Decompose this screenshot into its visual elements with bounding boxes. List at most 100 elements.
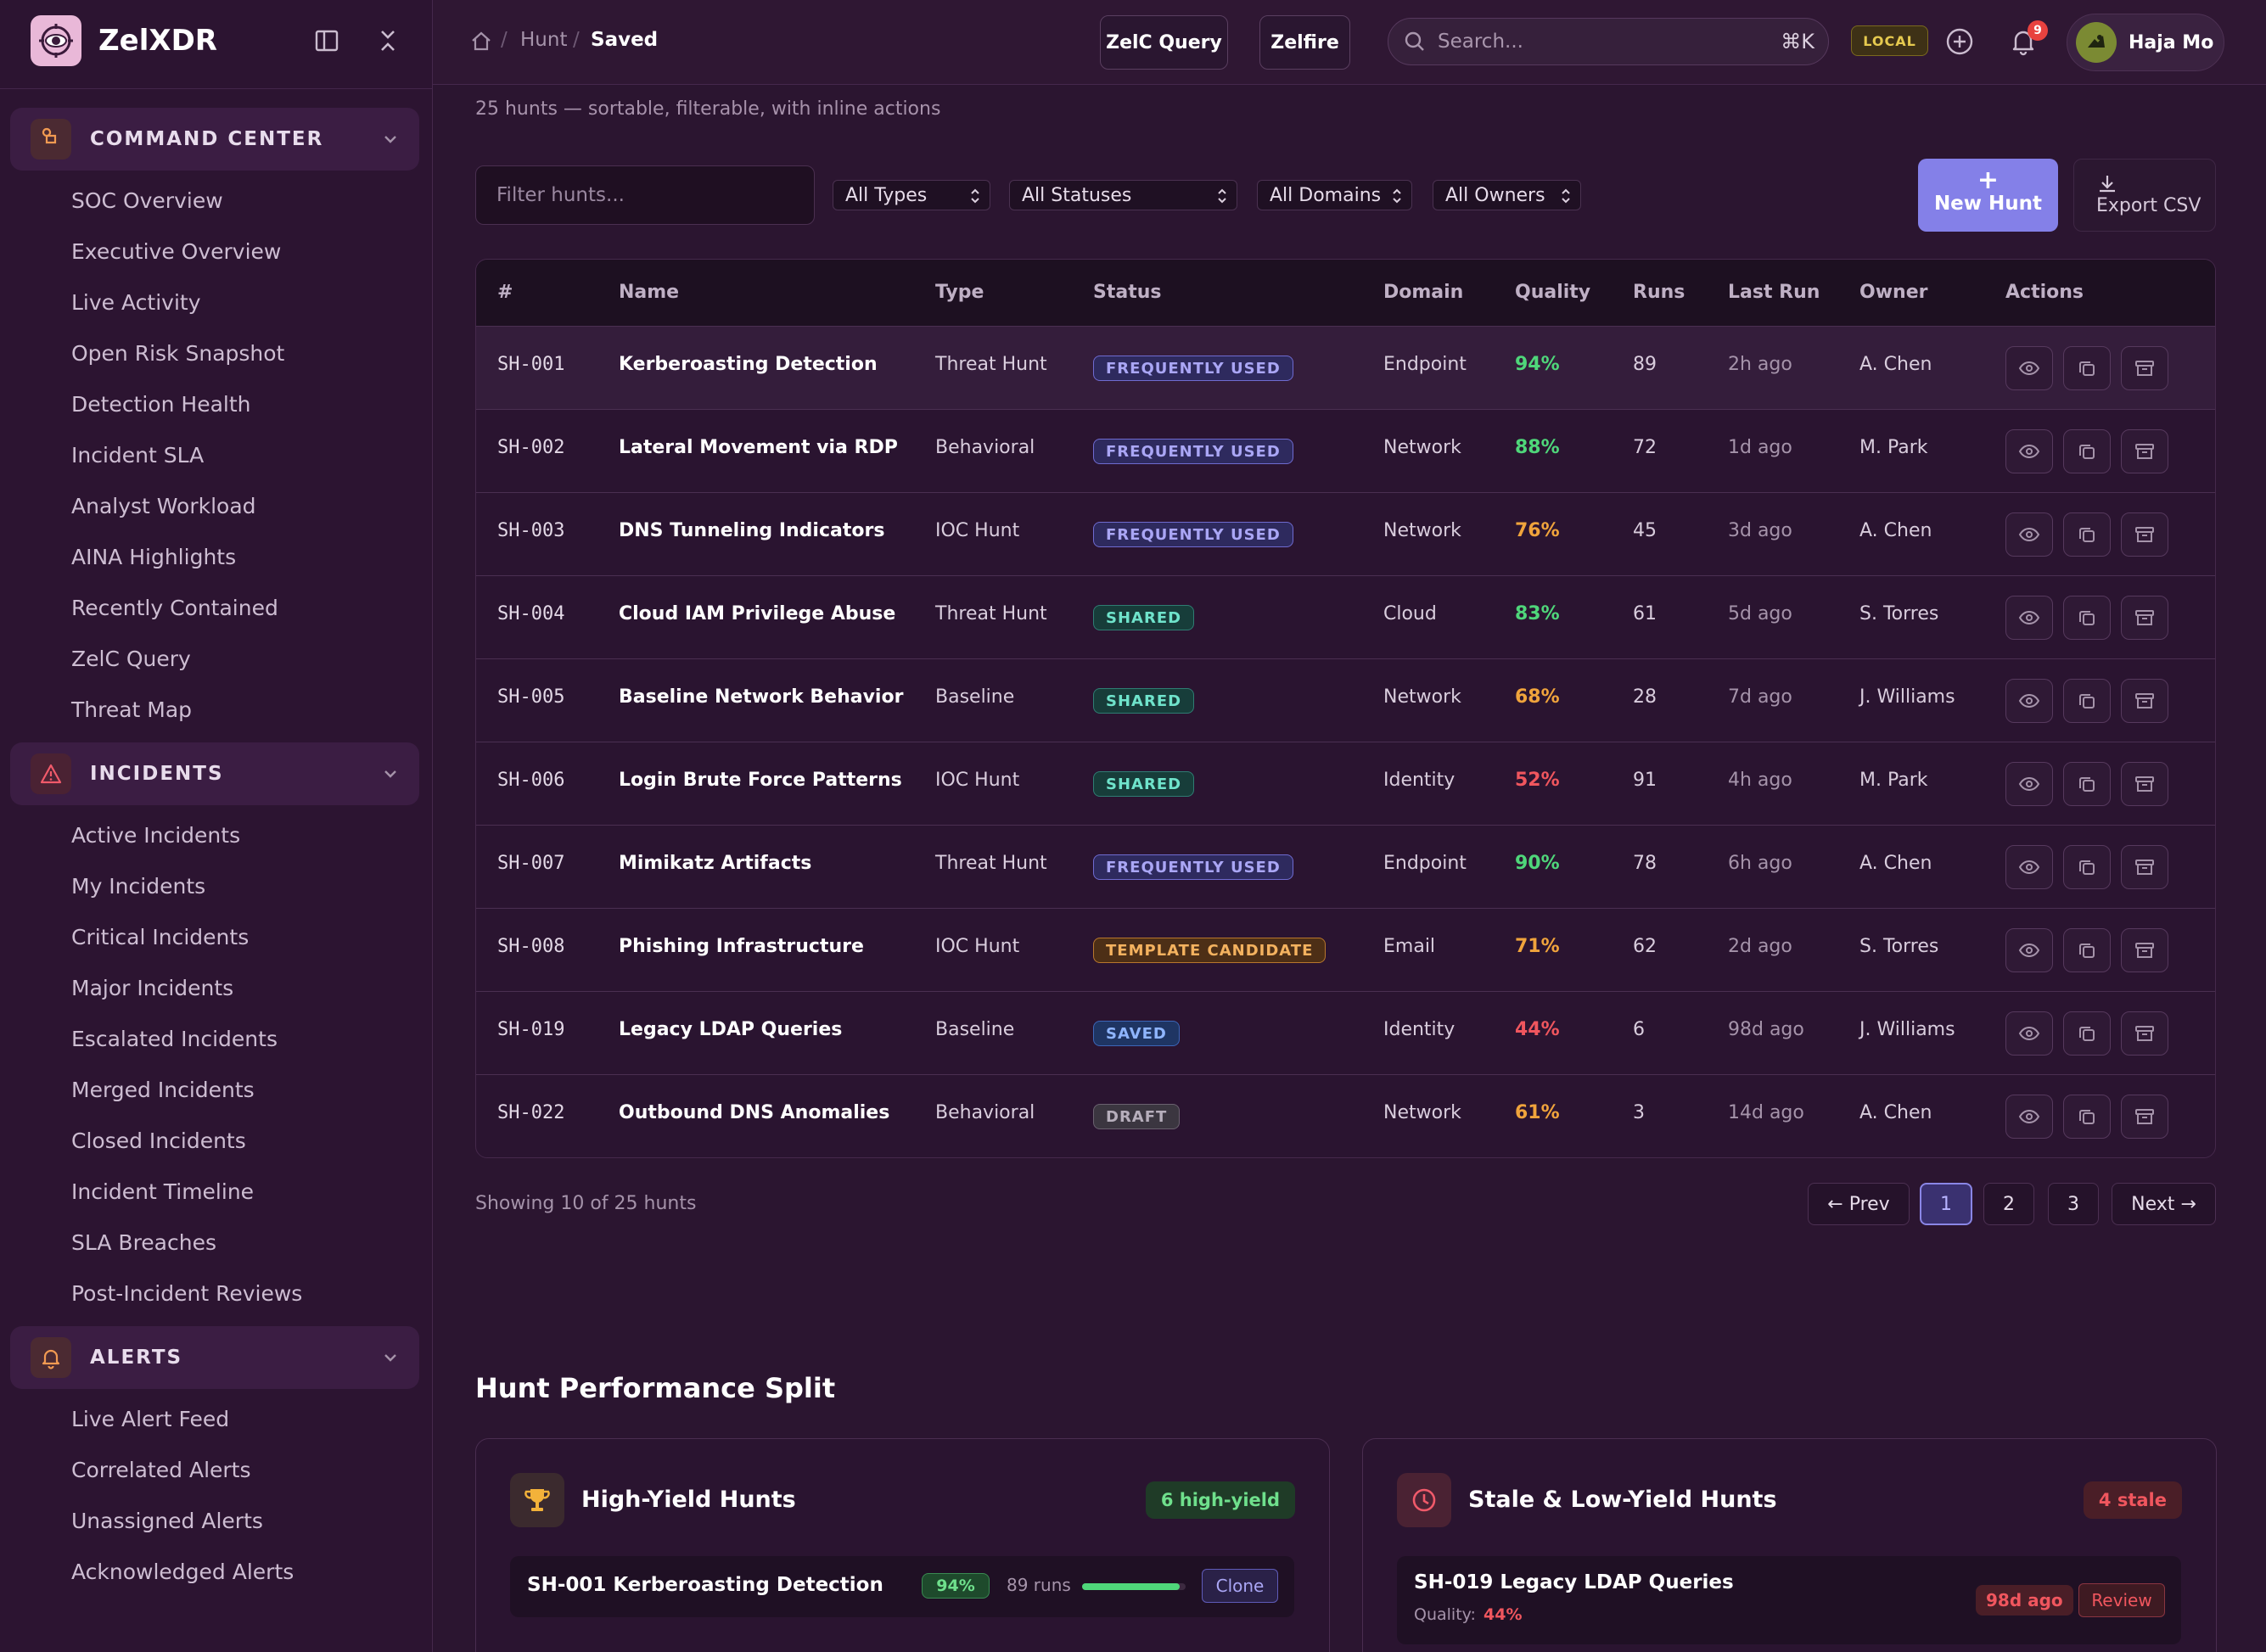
global-search[interactable]: Search... ⌘K: [1388, 18, 1829, 65]
sidebar-item-active-incidents[interactable]: Active Incidents: [71, 823, 241, 848]
list-item[interactable]: SH-001 Kerberoasting Detection 94% 89 ru…: [510, 1556, 1294, 1617]
table-row[interactable]: SH-007 Mimikatz Artifacts Threat Hunt FR…: [476, 825, 2215, 908]
archive-button[interactable]: [2121, 762, 2168, 806]
next-page-button[interactable]: Next →: [2112, 1183, 2216, 1225]
archive-button[interactable]: [2121, 679, 2168, 723]
duplicate-button[interactable]: [2063, 1011, 2111, 1056]
sidebar-item-soc-overview[interactable]: SOC Overview: [71, 188, 223, 213]
hunt-name[interactable]: Baseline Network Behavior: [619, 686, 904, 708]
table-row[interactable]: SH-022 Outbound DNS Anomalies Behavioral…: [476, 1074, 2215, 1157]
sidebar-item-my-incidents[interactable]: My Incidents: [71, 874, 206, 899]
collapse-icon[interactable]: [371, 24, 405, 58]
column-header-status[interactable]: Status: [1093, 282, 1162, 303]
view-button[interactable]: [2005, 346, 2053, 390]
duplicate-button[interactable]: [2063, 596, 2111, 640]
duplicate-button[interactable]: [2063, 512, 2111, 557]
view-button[interactable]: [2005, 762, 2053, 806]
table-row[interactable]: SH-019 Legacy LDAP Queries Baseline SAVE…: [476, 991, 2215, 1074]
duplicate-button[interactable]: [2063, 346, 2111, 390]
duplicate-button[interactable]: [2063, 679, 2111, 723]
hunt-name[interactable]: Legacy LDAP Queries: [619, 1019, 843, 1040]
view-button[interactable]: [2005, 928, 2053, 972]
sidebar-item-incident-timeline[interactable]: Incident Timeline: [71, 1179, 255, 1204]
sidebar-item-major-incidents[interactable]: Major Incidents: [71, 976, 234, 1000]
prev-page-button[interactable]: ← Prev: [1808, 1183, 1910, 1225]
hunt-name[interactable]: Outbound DNS Anomalies: [619, 1102, 890, 1123]
breadcrumb-hunt[interactable]: Hunt: [520, 29, 568, 51]
section-command-center[interactable]: COMMAND CENTER: [10, 108, 419, 171]
section-alerts[interactable]: ALERTS: [10, 1326, 419, 1389]
review-button[interactable]: Review: [2078, 1583, 2165, 1617]
brand[interactable]: ZelXDR: [31, 15, 217, 66]
view-button[interactable]: [2005, 512, 2053, 557]
sidebar-item-aina-highlights[interactable]: AINA Highlights: [71, 545, 237, 569]
duplicate-button[interactable]: [2063, 845, 2111, 889]
table-row[interactable]: SH-001 Kerberoasting Detection Threat Hu…: [476, 326, 2215, 409]
user-menu[interactable]: Haja Mo: [2067, 14, 2224, 71]
clone-button[interactable]: Clone: [1202, 1569, 1278, 1603]
domain-filter-select[interactable]: All Domains: [1257, 180, 1412, 210]
sidebar-item-correlated-alerts[interactable]: Correlated Alerts: [71, 1458, 251, 1482]
new-hunt-button[interactable]: + New Hunt: [1918, 159, 2058, 232]
sidebar-item-threat-map[interactable]: Threat Map: [71, 697, 193, 722]
sidebar-item-detection-health[interactable]: Detection Health: [71, 392, 251, 417]
view-button[interactable]: [2005, 429, 2053, 473]
hunt-name[interactable]: DNS Tunneling Indicators: [619, 520, 885, 541]
hunt-name[interactable]: Cloud IAM Privilege Abuse: [619, 603, 896, 624]
archive-button[interactable]: [2121, 512, 2168, 557]
archive-button[interactable]: [2121, 1011, 2168, 1056]
sidebar-item-live-activity[interactable]: Live Activity: [71, 290, 201, 315]
sidebar-item-open-risk-snapshot[interactable]: Open Risk Snapshot: [71, 341, 285, 366]
column-header-domain[interactable]: Domain: [1383, 282, 1464, 303]
page-1-button[interactable]: 1: [1920, 1183, 1972, 1225]
hunt-name[interactable]: Login Brute Force Patterns: [619, 770, 902, 791]
sidebar-item-escalated-incidents[interactable]: Escalated Incidents: [71, 1027, 278, 1051]
hunt-name[interactable]: Lateral Movement via RDP: [619, 437, 898, 458]
sidebar-item-acknowledged-alerts[interactable]: Acknowledged Alerts: [71, 1560, 294, 1584]
column-header-type[interactable]: Type: [935, 282, 984, 303]
sidebar-item-live-alert-feed[interactable]: Live Alert Feed: [71, 1407, 230, 1431]
view-button[interactable]: [2005, 679, 2053, 723]
table-row[interactable]: SH-005 Baseline Network Behavior Baselin…: [476, 658, 2215, 742]
sidebar-toggle-icon[interactable]: [310, 24, 344, 58]
duplicate-button[interactable]: [2063, 429, 2111, 473]
table-row[interactable]: SH-003 DNS Tunneling Indicators IOC Hunt…: [476, 492, 2215, 575]
archive-button[interactable]: [2121, 429, 2168, 473]
archive-button[interactable]: [2121, 845, 2168, 889]
column-header-id[interactable]: #: [497, 282, 513, 303]
archive-button[interactable]: [2121, 346, 2168, 390]
sidebar-item-sla-breaches[interactable]: SLA Breaches: [71, 1230, 216, 1255]
sidebar-item-post-incident-reviews[interactable]: Post-Incident Reviews: [71, 1281, 303, 1306]
page-2-button[interactable]: 2: [1983, 1183, 2034, 1225]
view-button[interactable]: [2005, 1095, 2053, 1139]
hunt-name[interactable]: Phishing Infrastructure: [619, 936, 864, 957]
sidebar-item-merged-incidents[interactable]: Merged Incidents: [71, 1078, 255, 1102]
page-3-button[interactable]: 3: [2048, 1183, 2099, 1225]
archive-button[interactable]: [2121, 928, 2168, 972]
filter-hunts-input[interactable]: [475, 165, 815, 225]
type-filter-select[interactable]: All Types: [833, 180, 990, 210]
sidebar-item-zelc-query[interactable]: ZelC Query: [71, 647, 191, 671]
hunt-name[interactable]: Kerberoasting Detection: [619, 354, 878, 375]
section-incidents[interactable]: INCIDENTS: [10, 742, 419, 805]
column-header-runs[interactable]: Runs: [1633, 282, 1685, 303]
sidebar-item-analyst-workload[interactable]: Analyst Workload: [71, 494, 256, 518]
hunt-name[interactable]: Mimikatz Artifacts: [619, 853, 812, 874]
zelfire-button[interactable]: Zelfire: [1259, 15, 1350, 70]
notification-bell-icon[interactable]: [2009, 27, 2038, 56]
view-button[interactable]: [2005, 1011, 2053, 1056]
duplicate-button[interactable]: [2063, 928, 2111, 972]
column-header-last-run[interactable]: Last Run: [1728, 282, 1820, 303]
sidebar-item-unassigned-alerts[interactable]: Unassigned Alerts: [71, 1509, 263, 1533]
add-icon[interactable]: [1945, 27, 1974, 56]
duplicate-button[interactable]: [2063, 1095, 2111, 1139]
sidebar-item-executive-overview[interactable]: Executive Overview: [71, 239, 282, 264]
sidebar-item-closed-incidents[interactable]: Closed Incidents: [71, 1128, 246, 1153]
sidebar-item-recently-contained[interactable]: Recently Contained: [71, 596, 278, 620]
sidebar-item-critical-incidents[interactable]: Critical Incidents: [71, 925, 250, 949]
column-header-name[interactable]: Name: [619, 282, 680, 303]
export-csv-button[interactable]: Export CSV: [2073, 159, 2216, 232]
sidebar-item-incident-sla[interactable]: Incident SLA: [71, 443, 205, 468]
duplicate-button[interactable]: [2063, 762, 2111, 806]
view-button[interactable]: [2005, 596, 2053, 640]
